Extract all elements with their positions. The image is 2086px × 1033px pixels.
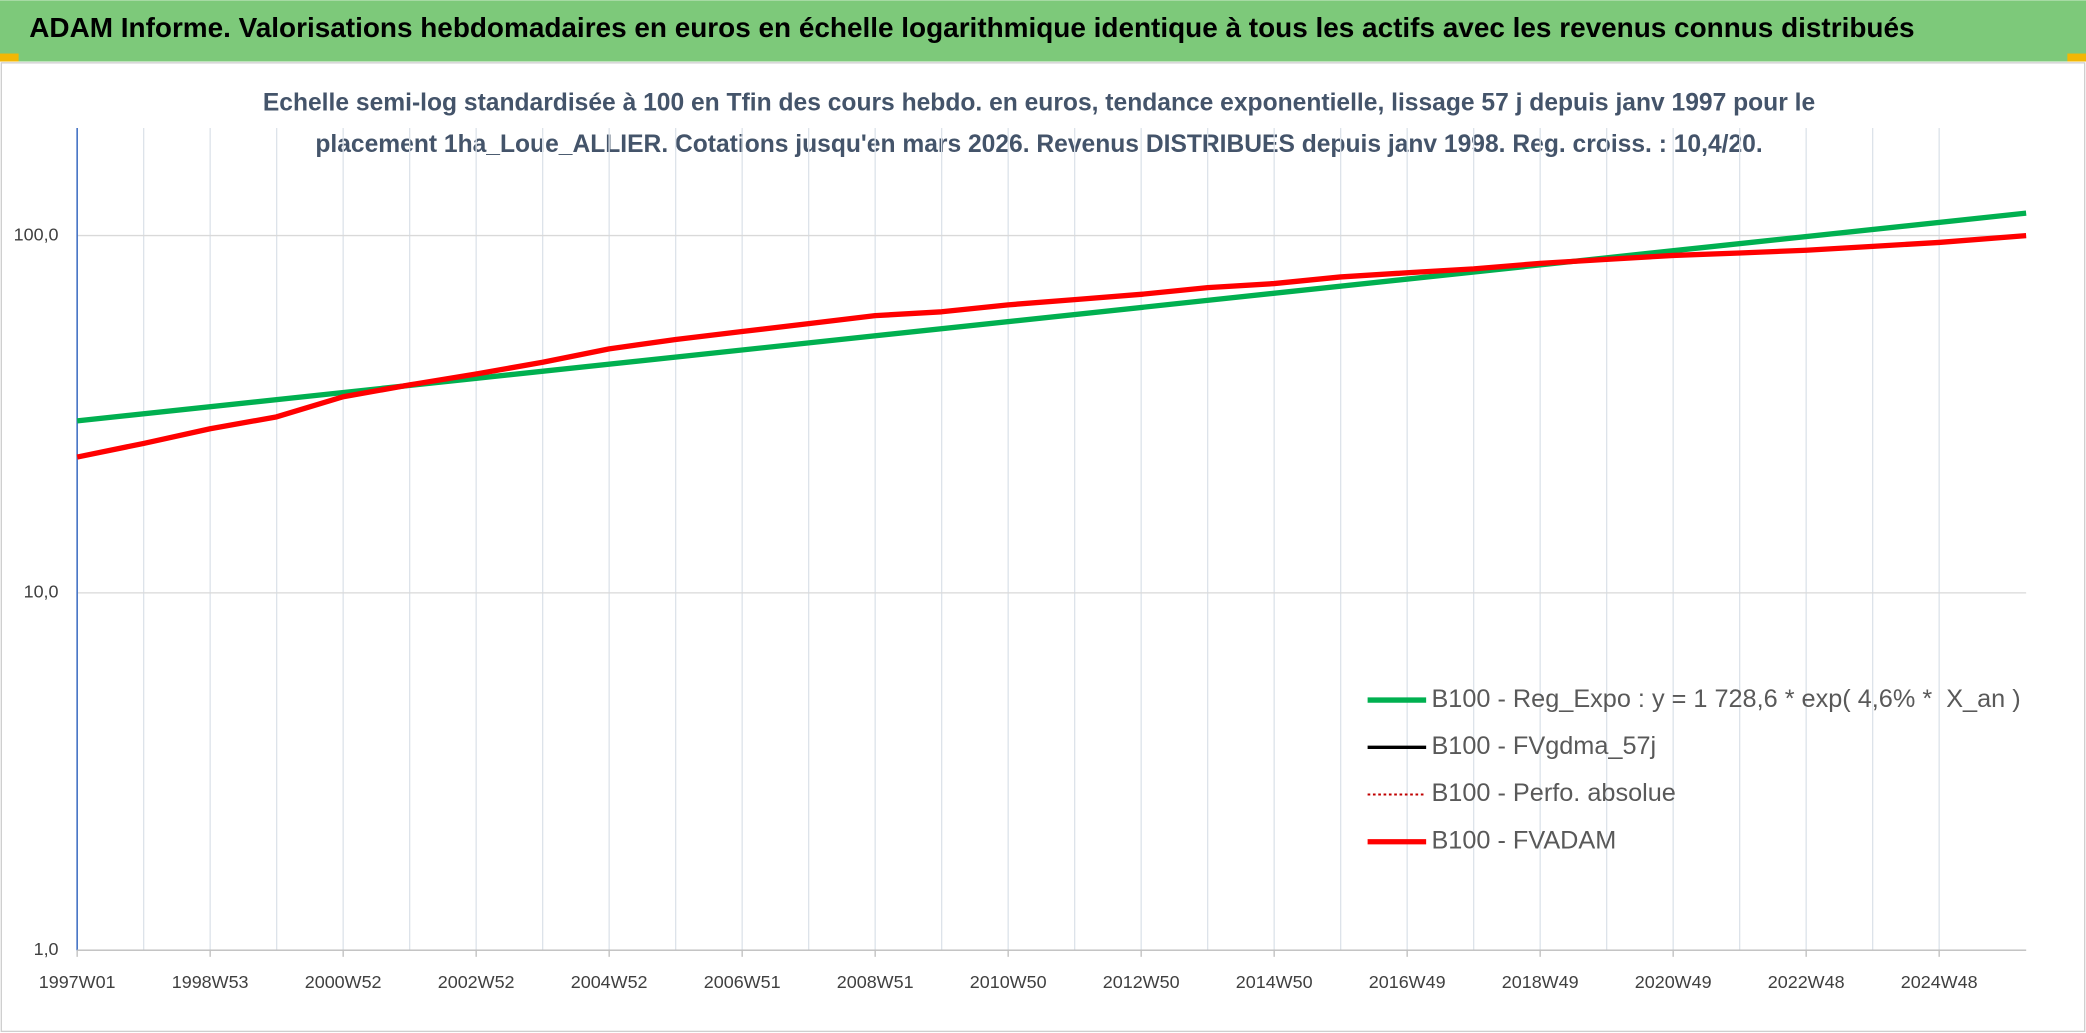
chart-title: placement 1ha_Loue_ALLIER. Cotations jus…: [315, 131, 1762, 158]
chart-frame: [0, 62, 2086, 1033]
x-tick-label: 2006W51: [704, 972, 781, 992]
x-tick-label: 2008W51: [837, 972, 914, 992]
x-tick-label: 2004W52: [571, 972, 648, 992]
series-line: [76, 232, 2027, 460]
x-tick-label: 2000W52: [305, 972, 382, 992]
legend-label: B100 - Reg_Expo : y = 1 728,6 * exp( 4,6…: [1431, 685, 2020, 713]
y-tick-label: 1,0: [34, 939, 59, 959]
header-bar: [0, 0, 2086, 62]
corner: [2067, 53, 2086, 62]
x-tick-label: 2020W49: [1635, 972, 1712, 992]
corner: [0, 53, 19, 62]
x-tick-label: 2014W50: [1236, 972, 1313, 992]
x-tick-label: 2010W50: [970, 972, 1047, 992]
x-tick-label: 2002W52: [438, 972, 515, 992]
legend-label: B100 - FVADAM: [1431, 826, 1616, 854]
x-tick-label: 2012W50: [1103, 972, 1180, 992]
x-tick-label: 1998W53: [172, 972, 249, 992]
x-tick-label: 2024W48: [1901, 972, 1978, 992]
chart-title: Echelle semi-log standardisée à 100 en T…: [263, 90, 1815, 117]
header-title: ADAM Informe. Valorisations hebdomadaire…: [29, 12, 1914, 43]
y-tick-label: 100,0: [14, 224, 59, 244]
x-tick-label: 2022W48: [1768, 972, 1845, 992]
legend-label: B100 - Perfo. absolue: [1431, 779, 1675, 807]
legend-label: B100 - FVgdma_57j: [1431, 732, 1656, 760]
x-tick-label: 2018W49: [1502, 972, 1579, 992]
x-tick-label: 1997W01: [39, 972, 116, 992]
x-tick-label: 2016W49: [1369, 972, 1446, 992]
y-tick-label: 10,0: [24, 582, 59, 602]
